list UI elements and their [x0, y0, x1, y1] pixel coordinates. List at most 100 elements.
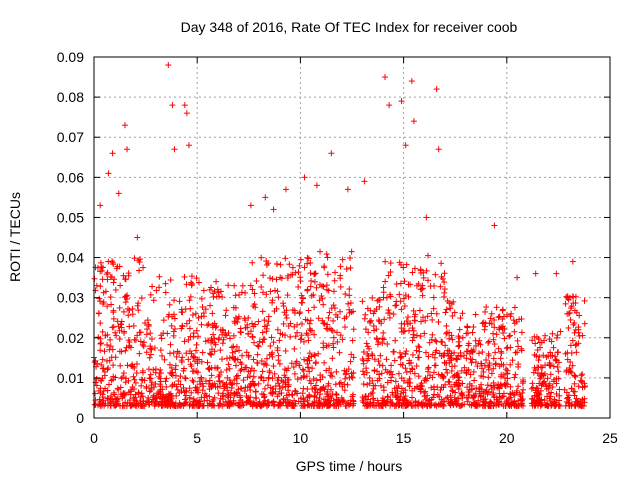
- data-point: [211, 402, 218, 409]
- data-point: [160, 317, 167, 324]
- data-point: [227, 389, 234, 396]
- data-point: [267, 274, 274, 281]
- data-point: [230, 397, 237, 404]
- data-point: [501, 374, 508, 381]
- data-point: [221, 381, 228, 388]
- data-point: [215, 336, 222, 343]
- data-point: [160, 330, 167, 337]
- data-point: [382, 258, 389, 265]
- data-point: [535, 401, 542, 408]
- data-point: [459, 380, 466, 387]
- data-point: [148, 382, 155, 389]
- data-point: [217, 383, 224, 390]
- data-point: [138, 376, 145, 383]
- data-point: [490, 379, 497, 386]
- data-point: [544, 402, 551, 409]
- data-point: [119, 391, 126, 398]
- data-point: [186, 402, 193, 409]
- data-point: [302, 316, 309, 323]
- data-point: [448, 300, 455, 307]
- data-point: [298, 332, 305, 339]
- data-point: [438, 260, 445, 267]
- data-point: [476, 401, 483, 408]
- data-point: [175, 402, 182, 409]
- data-point: [237, 367, 244, 374]
- data-point: [472, 337, 479, 344]
- data-point: [262, 360, 269, 367]
- data-point: [514, 274, 521, 281]
- data-point: [531, 392, 538, 399]
- data-point: [105, 365, 112, 372]
- data-point: [451, 363, 458, 370]
- data-point: [396, 291, 403, 298]
- data-point: [491, 384, 498, 391]
- data-point: [270, 363, 277, 370]
- data-point: [190, 368, 197, 375]
- data-point: [173, 353, 180, 360]
- data-point: [135, 307, 142, 314]
- data-point: [448, 396, 455, 403]
- data-point: [147, 351, 154, 358]
- data-point: [422, 349, 429, 356]
- data-point: [116, 304, 123, 311]
- data-point: [110, 307, 117, 314]
- data-point: [274, 288, 281, 295]
- data-point: [121, 122, 128, 129]
- data-point: [343, 266, 350, 273]
- data-point: [158, 352, 165, 359]
- data-point: [139, 377, 146, 384]
- data-point: [516, 391, 523, 398]
- data-point: [247, 282, 254, 289]
- data-point: [577, 377, 584, 384]
- y-tick-label: 0.05: [57, 209, 84, 225]
- data-point: [390, 348, 397, 355]
- data-point: [373, 306, 380, 313]
- data-point: [371, 356, 378, 363]
- data-point: [272, 287, 279, 294]
- data-point: [235, 347, 242, 354]
- data-point: [288, 402, 295, 409]
- data-point: [402, 393, 409, 400]
- data-point: [235, 386, 242, 393]
- data-points: [91, 62, 588, 409]
- data-point: [239, 282, 246, 289]
- data-point: [537, 363, 544, 370]
- data-point: [457, 315, 464, 322]
- data-point: [216, 400, 223, 407]
- data-point: [105, 170, 112, 177]
- data-point: [131, 376, 138, 383]
- data-point: [565, 394, 572, 401]
- data-point: [407, 368, 414, 375]
- data-point: [336, 349, 343, 356]
- data-point: [568, 385, 575, 392]
- data-point: [234, 392, 241, 399]
- data-point: [215, 289, 222, 296]
- data-point: [382, 278, 389, 285]
- data-point: [300, 395, 307, 402]
- data-point: [418, 318, 425, 325]
- data-point: [159, 386, 166, 393]
- data-point: [513, 402, 520, 409]
- data-point: [482, 308, 489, 315]
- data-point: [263, 362, 270, 369]
- data-point: [323, 390, 330, 397]
- data-point: [339, 383, 346, 390]
- data-point: [300, 374, 307, 381]
- data-point: [546, 395, 553, 402]
- data-point: [581, 320, 588, 327]
- data-point: [107, 393, 114, 400]
- data-point: [230, 304, 237, 311]
- data-point: [289, 392, 296, 399]
- data-point: [362, 311, 369, 318]
- data-point: [504, 381, 511, 388]
- data-point: [201, 390, 208, 397]
- data-point: [463, 394, 470, 401]
- data-point: [446, 335, 453, 342]
- data-point: [122, 299, 129, 306]
- data-point: [278, 389, 285, 396]
- data-point: [422, 388, 429, 395]
- data-point: [398, 353, 405, 360]
- data-point: [109, 150, 116, 157]
- data-point: [556, 392, 563, 399]
- data-point: [543, 385, 550, 392]
